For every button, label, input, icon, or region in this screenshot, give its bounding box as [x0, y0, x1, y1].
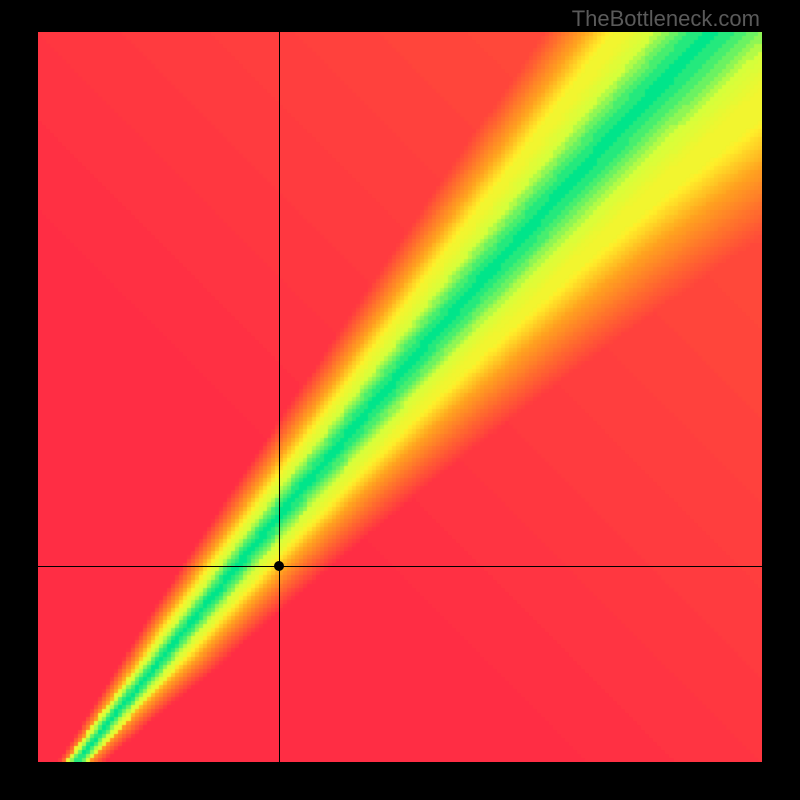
- crosshair-vertical: [279, 32, 280, 762]
- marker-dot: [274, 561, 284, 571]
- chart-container: TheBottleneck.com: [0, 0, 800, 800]
- heatmap-canvas: [38, 32, 762, 762]
- crosshair-horizontal: [38, 566, 762, 567]
- watermark-text: TheBottleneck.com: [572, 6, 760, 32]
